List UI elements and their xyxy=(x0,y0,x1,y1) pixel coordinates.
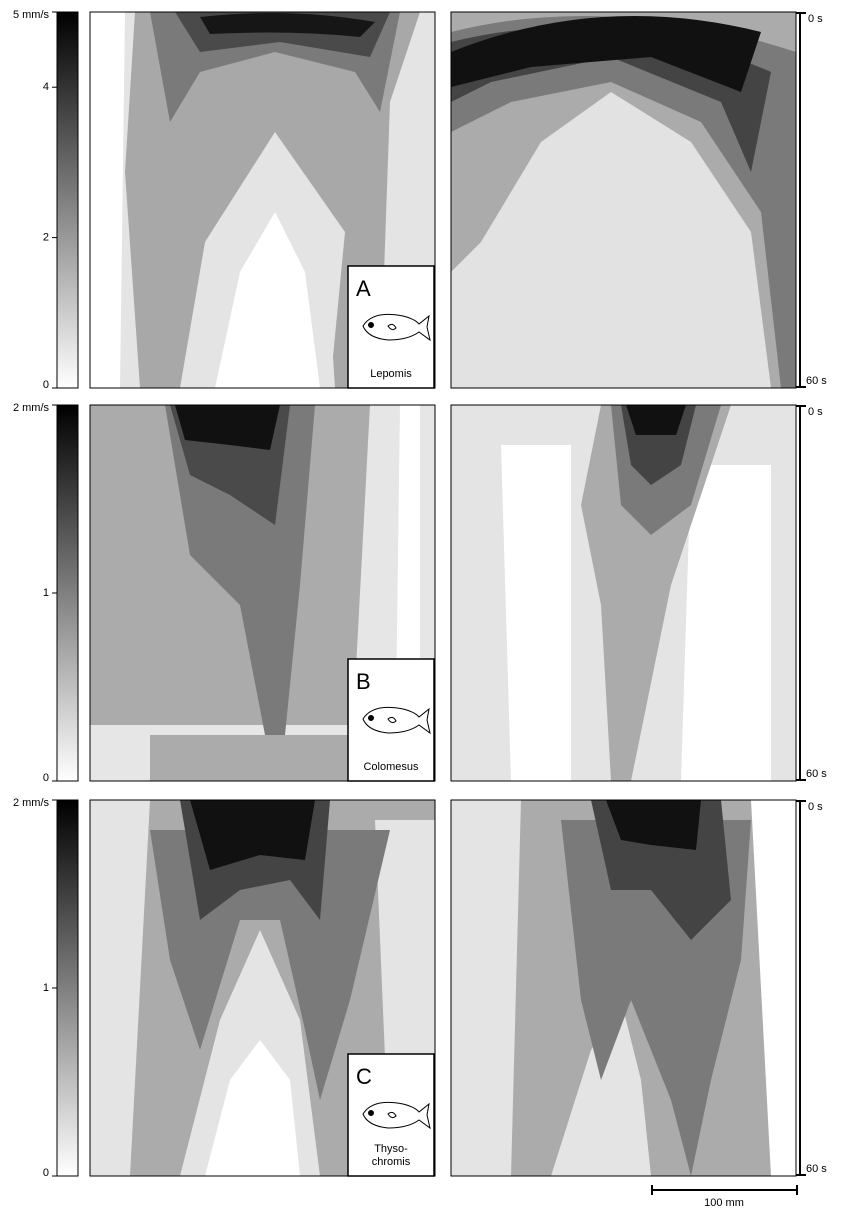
heat-map: B Colomesus xyxy=(90,405,435,781)
contour-region xyxy=(90,12,125,388)
heat-map: C Thyso-chromis xyxy=(90,800,435,1176)
heat-map xyxy=(451,800,796,1176)
colorbar-tick-label: 2 xyxy=(43,232,49,244)
time-start-label: 0 s xyxy=(808,13,823,25)
colorbar-tick-label: 5 mm/s xyxy=(13,9,50,21)
colorbar xyxy=(57,12,78,388)
fish-eye xyxy=(369,1111,374,1116)
contour-region xyxy=(150,735,350,781)
heat-map-layers xyxy=(451,800,796,1176)
panel-label: C xyxy=(356,1064,372,1089)
panel-label: B xyxy=(356,669,371,694)
figure: 100 mm 5 mm/s 4 2 0 A Lepomis 0 s 60 s 2 mm/s 1 0 B… xyxy=(0,0,845,1210)
colorbar-tick-label: 0 xyxy=(43,1167,49,1179)
heat-map xyxy=(451,405,796,781)
colorbar-tick-label: 0 xyxy=(43,379,49,391)
scale-bar: 100 mm xyxy=(652,1185,797,1209)
heat-map-layers xyxy=(451,405,796,781)
fish-eye xyxy=(369,323,374,328)
time-end-label: 60 s xyxy=(806,1163,827,1175)
panel-label: A xyxy=(356,276,371,301)
species-name: Colomesus xyxy=(363,761,419,773)
contour-region xyxy=(451,800,521,1176)
colorbar xyxy=(57,800,78,1176)
colorbar-tick-label: 2 mm/s xyxy=(13,797,50,809)
time-start-label: 0 s xyxy=(808,801,823,813)
heat-map-layers xyxy=(451,12,796,388)
colorbar-tick-label: 4 xyxy=(43,81,49,93)
colorbar-tick-label: 2 mm/s xyxy=(13,402,50,414)
colorbar-tick-label: 1 xyxy=(43,982,49,994)
fish-eye xyxy=(369,716,374,721)
species-name: chromis xyxy=(372,1156,411,1168)
contour-region xyxy=(626,405,686,435)
species-name: Lepomis xyxy=(370,368,412,380)
species-name: Thyso- xyxy=(374,1143,408,1155)
time-start-label: 0 s xyxy=(808,406,823,418)
heat-map xyxy=(451,12,796,388)
colorbar-tick-label: 0 xyxy=(43,772,49,784)
scale-bar-label: 100 mm xyxy=(704,1197,744,1209)
time-end-label: 60 s xyxy=(806,375,827,387)
time-end-label: 60 s xyxy=(806,768,827,780)
colorbar-tick-label: 1 xyxy=(43,587,49,599)
colorbar xyxy=(57,405,78,781)
contour-region xyxy=(501,445,571,781)
heat-map: A Lepomis xyxy=(90,12,435,388)
